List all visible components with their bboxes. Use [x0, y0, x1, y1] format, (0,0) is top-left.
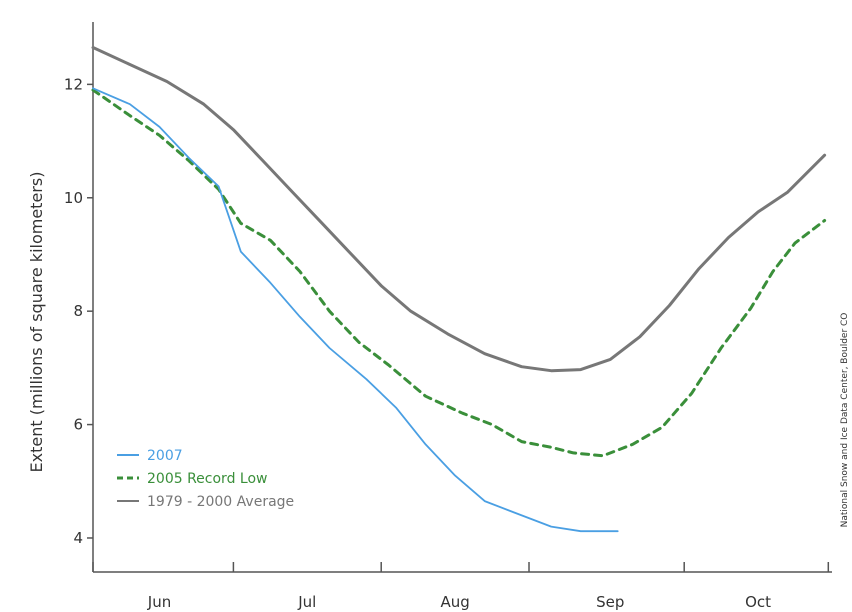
legend-label: 2005 Record Low: [147, 471, 267, 487]
y-tick-label: 12: [64, 75, 83, 93]
legend: 2007 2005 Record Low 1979 - 2000 Average: [117, 448, 294, 510]
y-axis-label: Extent (millions of square kilometers): [27, 172, 46, 473]
series-line-1979-2000-average: [91, 46, 827, 373]
x-axis-ticks: Jun Jul Aug Sep Oct: [92, 562, 830, 611]
series-line-2007: [92, 87, 619, 533]
series-line-2005-record-low: [91, 88, 827, 458]
y-axis-ticks: 4 6 8 10 12: [64, 75, 93, 547]
data-series: [91, 46, 827, 533]
credit-text: National Snow and Ice Data Center, Bould…: [840, 313, 850, 528]
y-tick-label: 10: [64, 189, 83, 207]
x-tick-label: Oct: [745, 593, 771, 611]
x-tick-label: Jul: [297, 593, 316, 611]
legend-label: 2007: [147, 448, 183, 464]
y-tick-label: 8: [73, 302, 83, 320]
x-tick-label: Aug: [440, 593, 469, 611]
y-tick-label: 6: [73, 416, 83, 434]
x-tick-label: Jun: [147, 593, 171, 611]
x-tick-label: Sep: [596, 593, 624, 611]
axes: [92, 22, 832, 573]
legend-label: 1979 - 2000 Average: [147, 494, 294, 510]
y-tick-label: 4: [73, 529, 83, 547]
